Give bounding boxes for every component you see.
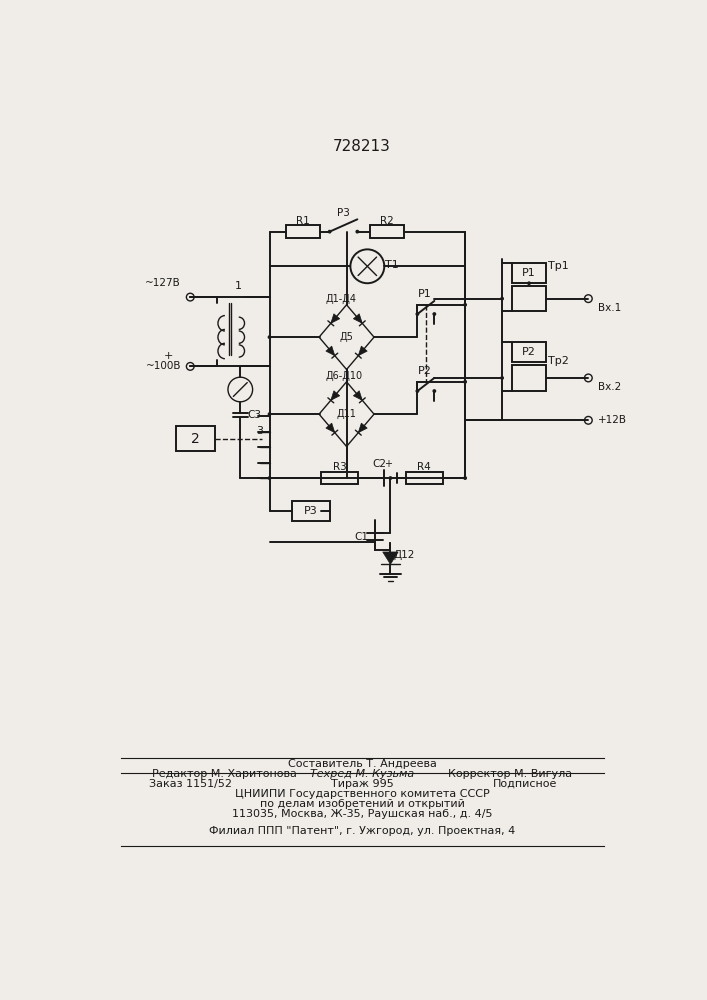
Text: Составитель Т. Андреева: Составитель Т. Андреева [288, 759, 436, 769]
Text: 3: 3 [256, 426, 263, 436]
Circle shape [351, 249, 385, 283]
Text: +12В: +12В [597, 415, 626, 425]
Polygon shape [358, 346, 367, 356]
Circle shape [416, 389, 419, 393]
Text: Д5: Д5 [339, 332, 354, 342]
Bar [286, 225, 320, 238]
Bar [512, 342, 546, 362]
Bar [176, 426, 215, 451]
Bar [321, 472, 358, 484]
Circle shape [500, 376, 504, 380]
Text: 2: 2 [192, 432, 200, 446]
Text: Тр2: Тр2 [548, 356, 568, 366]
Text: +: + [164, 351, 173, 361]
Circle shape [585, 416, 592, 424]
Text: R4: R4 [417, 462, 431, 472]
Text: T1: T1 [385, 260, 399, 270]
Text: P2: P2 [522, 347, 536, 357]
Text: 1: 1 [235, 281, 243, 291]
Circle shape [500, 297, 504, 301]
Circle shape [585, 295, 592, 302]
Text: Д11: Д11 [337, 409, 356, 419]
Circle shape [356, 230, 359, 234]
Text: Техред М. Кузьма: Техред М. Кузьма [310, 769, 414, 779]
Circle shape [433, 312, 436, 316]
Text: ЦНИИПИ Государственного комитета СССР: ЦНИИПИ Государственного комитета СССР [235, 789, 489, 799]
Circle shape [389, 476, 392, 480]
Text: Филиал ППП "Патент", г. Ужгород, ул. Проектная, 4: Филиал ППП "Патент", г. Ужгород, ул. Про… [209, 826, 515, 836]
Polygon shape [358, 423, 367, 433]
Text: ~127В: ~127В [145, 278, 181, 288]
Text: R1: R1 [296, 216, 310, 226]
Bar [512, 365, 546, 391]
Polygon shape [354, 391, 362, 400]
Text: C3: C3 [247, 410, 261, 420]
Bar [370, 225, 404, 238]
Bar [292, 501, 330, 521]
Polygon shape [326, 346, 335, 356]
Bar [512, 286, 546, 311]
Text: Тираж 995: Тираж 995 [331, 779, 393, 789]
Circle shape [187, 363, 194, 370]
Bar [406, 472, 443, 484]
Text: Д12: Д12 [394, 550, 415, 560]
Text: ~100В: ~100В [146, 361, 181, 371]
Text: P1: P1 [522, 268, 536, 278]
Text: P3: P3 [337, 208, 350, 218]
Text: Тр1: Тр1 [548, 261, 568, 271]
Polygon shape [326, 423, 335, 433]
Text: Д6-Д10: Д6-Д10 [325, 371, 363, 381]
Circle shape [228, 377, 252, 402]
Text: R3: R3 [333, 462, 346, 472]
Circle shape [187, 293, 194, 301]
Text: Вх.2: Вх.2 [597, 382, 621, 392]
Text: C1: C1 [354, 532, 368, 542]
Polygon shape [331, 391, 340, 400]
Text: +: + [384, 459, 392, 469]
Circle shape [268, 335, 271, 339]
Bar [512, 263, 546, 283]
Circle shape [463, 380, 467, 384]
Text: 113035, Москва, Ж-35, Раушская наб., д. 4/5: 113035, Москва, Ж-35, Раушская наб., д. … [232, 809, 492, 819]
Text: Редактор М. Харитонова: Редактор М. Харитонова [153, 769, 298, 779]
Polygon shape [331, 314, 340, 323]
Text: P2: P2 [418, 366, 432, 376]
Text: Вх.1: Вх.1 [597, 303, 621, 313]
Circle shape [327, 230, 332, 234]
Text: C2: C2 [373, 459, 387, 469]
Circle shape [268, 476, 271, 480]
Polygon shape [354, 314, 362, 323]
Text: Заказ 1151/52: Заказ 1151/52 [148, 779, 232, 789]
Circle shape [268, 412, 271, 416]
Circle shape [585, 374, 592, 382]
Circle shape [463, 303, 467, 307]
Circle shape [527, 281, 531, 285]
Text: 728213: 728213 [333, 139, 391, 154]
Circle shape [416, 312, 419, 316]
Text: R2: R2 [380, 216, 395, 226]
Polygon shape [382, 552, 398, 564]
Text: по делам изобретений и открытий: по делам изобретений и открытий [259, 799, 464, 809]
Text: Подписное: Подписное [493, 779, 557, 789]
Text: P1: P1 [419, 289, 432, 299]
Circle shape [433, 389, 436, 393]
Circle shape [463, 476, 467, 480]
Text: Корректор М. Вигула: Корректор М. Вигула [448, 769, 572, 779]
Text: Д1-Д4: Д1-Д4 [325, 294, 356, 304]
Text: P3: P3 [304, 506, 318, 516]
